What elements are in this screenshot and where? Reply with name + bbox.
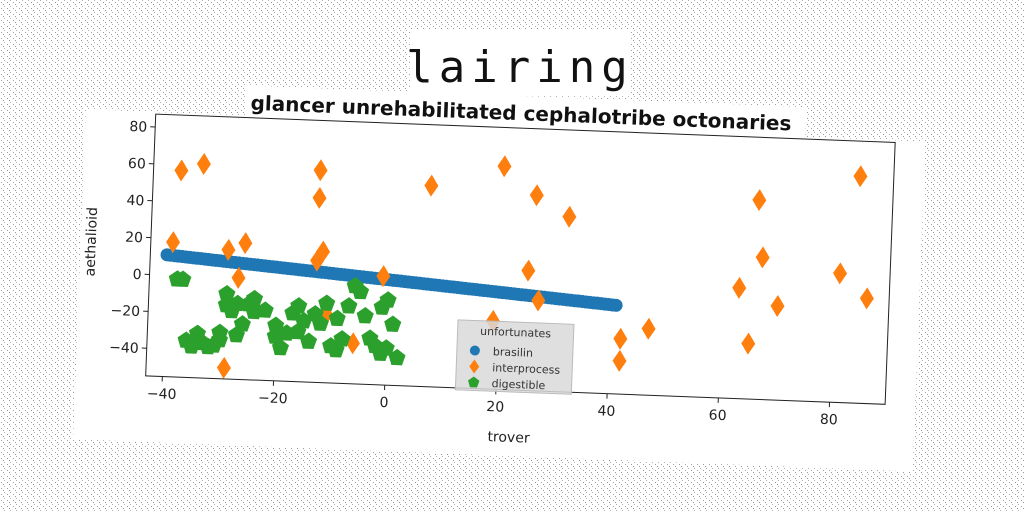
legend-label-interprocess: interprocess [492,361,561,377]
x-tick-label: 60 [708,408,726,425]
figure-suptitle: lairing [406,42,633,93]
x-tick-label: 40 [597,403,615,420]
y-axis-label: aethalioid [82,207,101,277]
legend-label-digestible: digestible [491,377,545,392]
y-tick-label: −20 [110,303,140,320]
legend: unfortunates brasilininterprocessdigesti… [455,320,574,394]
x-tick-label: 20 [486,399,504,416]
chart-area: glancer unrehabilitated cephalotribe oct… [73,79,926,471]
y-tick-label: 0 [132,267,142,283]
legend-label-brasilin: brasilin [493,345,534,360]
y-tick-label: 40 [126,193,144,210]
x-axis-label: trover [487,429,530,447]
y-tick-label: 80 [129,119,147,136]
x-tick-label: 0 [379,395,389,411]
x-tick-label: −40 [147,386,177,403]
y-tick-label: 60 [128,156,146,173]
y-tick-label: −40 [109,340,139,357]
x-tick-label: −20 [258,390,288,407]
x-tick-label: 80 [820,412,838,429]
y-tick-label: 20 [125,230,143,247]
legend-title: unfortunates [480,325,552,341]
